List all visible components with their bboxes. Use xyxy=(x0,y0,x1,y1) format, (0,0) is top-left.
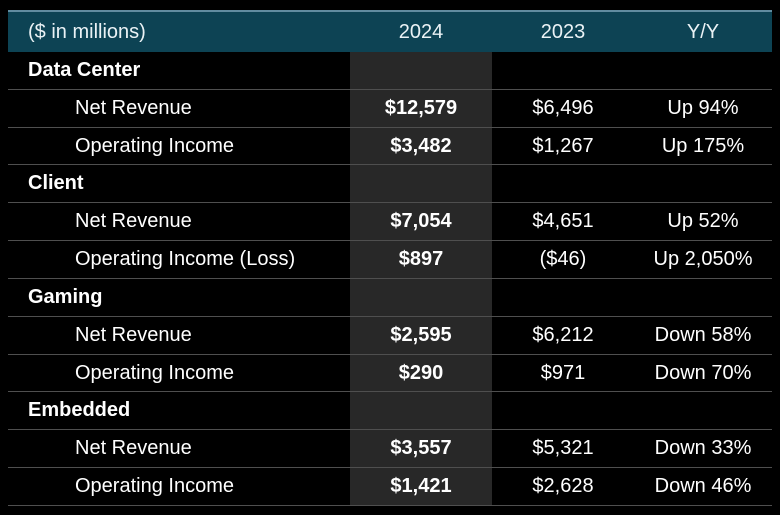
section-row-client: Client xyxy=(8,165,772,204)
value-yoy xyxy=(634,165,772,202)
section-label: Data Center xyxy=(28,58,141,81)
section-row-embedded: Embedded xyxy=(8,392,772,431)
value-2024: $1,421 xyxy=(350,468,492,505)
value-yoy: Down 58% xyxy=(654,323,752,346)
row-label: Net Revenue xyxy=(75,323,192,346)
value-2023: $1,267 xyxy=(532,134,594,157)
value-yoy: Up 175% xyxy=(661,134,745,157)
value-2024 xyxy=(350,392,492,430)
value-yoy: Up 2,050% xyxy=(653,248,753,271)
section-label: Client xyxy=(28,172,84,195)
value-2024: $7,054 xyxy=(350,203,492,241)
value-2024 xyxy=(350,278,492,316)
value-2024: $12,579 xyxy=(350,89,492,127)
value-2023: $6,496 xyxy=(532,96,594,119)
table-row: Net Revenue $2,595 $6,212 Down 58% xyxy=(8,316,772,355)
value-2024: $290 xyxy=(350,354,492,392)
value-yoy: Up 94% xyxy=(667,96,739,119)
value-2023: $4,651 xyxy=(532,210,594,233)
table-header-row: ($ in millions) 2024 2023 Y/Y xyxy=(8,10,772,52)
value-2023: $971 xyxy=(540,361,586,384)
value-2023: ($46) xyxy=(539,248,587,271)
row-label: Operating Income xyxy=(75,361,234,384)
units-label: ($ in millions) xyxy=(28,20,146,43)
value-yoy: Down 46% xyxy=(654,475,752,498)
value-2023: $6,212 xyxy=(532,323,594,346)
value-2023 xyxy=(492,279,634,316)
section-row-gaming: Gaming xyxy=(8,278,772,317)
value-2023 xyxy=(492,392,634,429)
section-label: Embedded xyxy=(28,399,131,422)
row-label: Net Revenue xyxy=(75,437,192,460)
value-yoy: Down 33% xyxy=(654,437,752,460)
row-label: Operating Income xyxy=(75,475,234,498)
value-2023: $2,628 xyxy=(532,475,594,498)
value-2024: $3,482 xyxy=(350,127,492,165)
row-label: Operating Income (Loss) xyxy=(75,248,296,271)
value-yoy xyxy=(634,52,772,89)
table-row: Operating Income $1,421 $2,628 Down 46% xyxy=(8,468,772,506)
value-2023: $5,321 xyxy=(532,437,594,460)
value-yoy xyxy=(634,279,772,316)
column-header-2024: 2024 xyxy=(398,20,444,43)
column-header-2023: 2023 xyxy=(540,20,586,43)
row-label: Operating Income xyxy=(75,134,234,157)
value-2024 xyxy=(350,52,492,89)
table-body: Data Center Net Revenue $12,579 $6,496 U… xyxy=(8,52,772,506)
table-row: Net Revenue $12,579 $6,496 Up 94% xyxy=(8,89,772,128)
table-row: Operating Income $290 $971 Down 70% xyxy=(8,354,772,393)
value-2023 xyxy=(492,52,634,89)
section-row-data-center: Data Center xyxy=(8,52,772,90)
value-yoy xyxy=(634,392,772,429)
row-label: Net Revenue xyxy=(75,210,192,233)
table-row: Net Revenue $3,557 $5,321 Down 33% xyxy=(8,430,772,469)
financial-results-table: ($ in millions) 2024 2023 Y/Y Data Cente… xyxy=(8,10,772,506)
section-label: Gaming xyxy=(28,285,103,308)
value-2024 xyxy=(350,165,492,203)
table-row: Operating Income (Loss) $897 ($46) Up 2,… xyxy=(8,241,772,279)
value-2024: $2,595 xyxy=(350,316,492,354)
value-2024: $897 xyxy=(350,241,492,278)
value-2024: $3,557 xyxy=(350,430,492,468)
value-2023 xyxy=(492,165,634,202)
column-header-yoy: Y/Y xyxy=(686,20,720,43)
table-row: Net Revenue $7,054 $4,651 Up 52% xyxy=(8,203,772,242)
row-label: Net Revenue xyxy=(75,96,192,119)
table-row: Operating Income $3,482 $1,267 Up 175% xyxy=(8,127,772,166)
value-yoy: Down 70% xyxy=(654,361,752,384)
value-yoy: Up 52% xyxy=(667,210,739,233)
